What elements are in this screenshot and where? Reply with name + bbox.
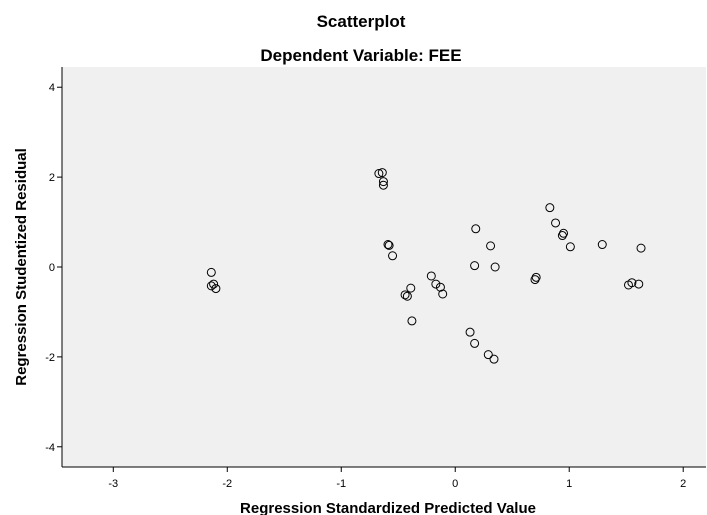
- chart-title: Scatterplot: [317, 12, 406, 31]
- data-point: [383, 240, 393, 250]
- data-point: [551, 218, 561, 228]
- data-point: [557, 231, 567, 241]
- data-point: [471, 224, 481, 234]
- x-tick-label: 2: [680, 478, 686, 490]
- data-point: [400, 290, 410, 300]
- x-axis-label: Regression Standardized Predicted Value: [240, 500, 536, 515]
- data-point: [211, 284, 221, 294]
- chart-subtitle: Dependent Variable: FEE: [260, 46, 461, 65]
- data-point: [206, 281, 216, 291]
- data-point: [406, 283, 416, 293]
- x-tick-label: -1: [336, 478, 346, 490]
- data-point: [486, 241, 496, 251]
- data-point: [378, 177, 388, 187]
- y-tick-label: 2: [49, 172, 55, 184]
- y-tick-label: -4: [45, 442, 55, 454]
- data-point: [465, 327, 475, 337]
- y-axis-label: Regression Studentized Residual: [13, 148, 30, 386]
- x-tick-label: 1: [566, 478, 572, 490]
- y-tick-label: -2: [45, 352, 55, 364]
- data-point: [627, 278, 637, 288]
- data-point: [545, 203, 555, 213]
- x-tick-label: -2: [222, 478, 232, 490]
- y-tick-label: 4: [49, 82, 55, 94]
- data-point: [407, 316, 417, 326]
- data-point: [559, 228, 569, 238]
- data-point: [597, 240, 607, 250]
- data-points: [206, 168, 646, 364]
- data-point: [470, 261, 480, 271]
- data-point: [435, 282, 445, 292]
- data-point: [531, 272, 541, 282]
- data-point: [378, 180, 388, 190]
- data-point: [634, 279, 644, 289]
- data-point: [209, 279, 219, 289]
- data-point: [483, 350, 493, 360]
- data-point: [402, 291, 412, 301]
- x-tick-label: 0: [452, 478, 458, 490]
- data-point: [490, 262, 500, 272]
- data-point: [384, 240, 394, 250]
- data-point: [636, 243, 646, 253]
- data-point: [565, 242, 575, 252]
- data-point: [426, 271, 436, 281]
- data-point: [489, 354, 499, 364]
- data-point: [530, 275, 540, 285]
- y-tick-label: 0: [49, 262, 55, 274]
- x-tick-label: -3: [108, 478, 118, 490]
- data-point: [431, 279, 441, 289]
- data-point: [438, 289, 448, 299]
- data-point: [374, 169, 384, 179]
- data-point: [470, 338, 480, 348]
- data-point: [388, 251, 398, 261]
- plot-area: [62, 67, 706, 467]
- data-point: [206, 267, 216, 277]
- data-point: [377, 168, 387, 178]
- axis-ticks: -3 -2 -1 0 1 2 -4 -2 0 2 4: [45, 82, 686, 490]
